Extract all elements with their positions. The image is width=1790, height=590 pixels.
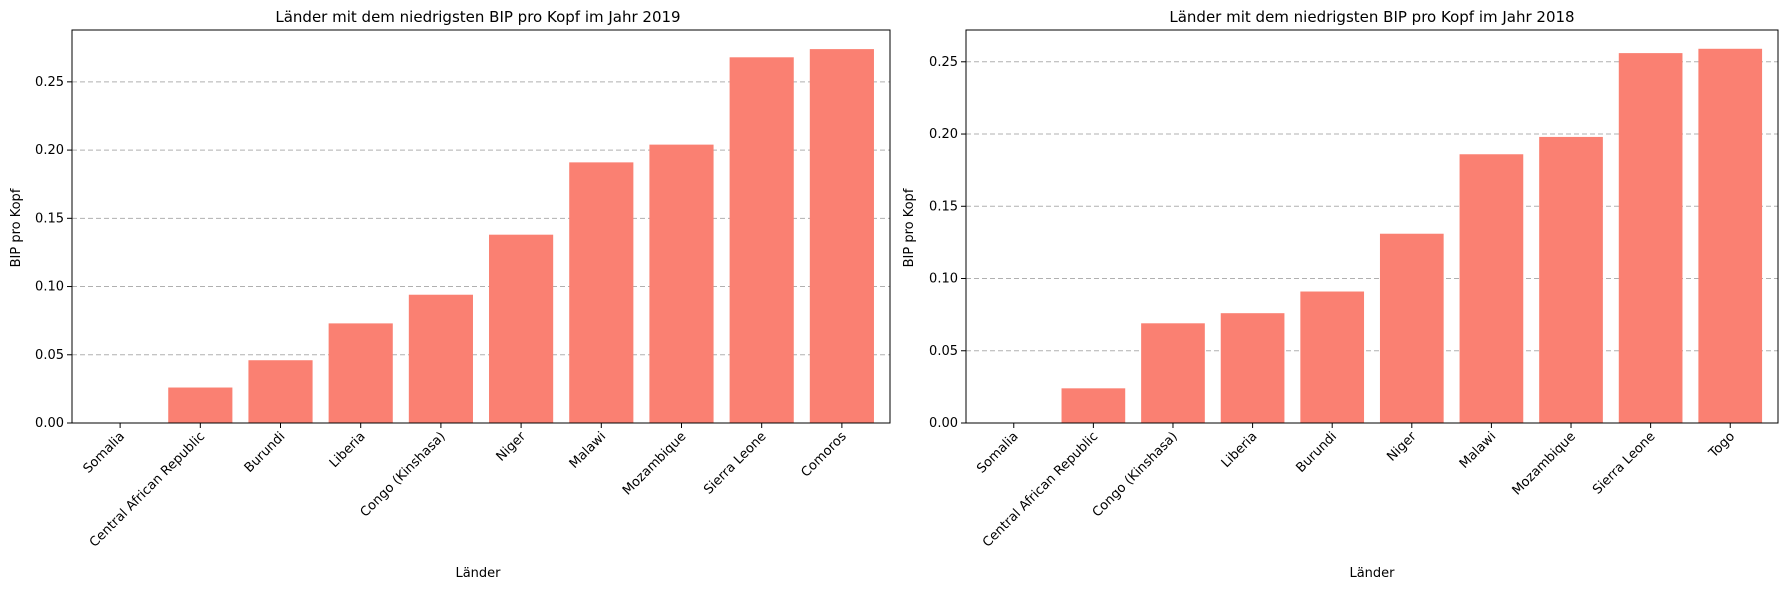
- bar-mozambique: [649, 144, 714, 423]
- x-tick-label: Congo (Kinshasa): [358, 429, 449, 520]
- y-tick-label: 0.25: [35, 75, 64, 90]
- bar-niger: [489, 234, 554, 423]
- x-tick-label: Comoros: [798, 429, 849, 480]
- bar-niger: [1379, 233, 1444, 423]
- x-tick-label: Somalia: [974, 429, 1021, 476]
- bar-liberia: [328, 323, 393, 423]
- bar-congo-kinshasa-: [1141, 323, 1205, 423]
- x-tick-label: Burundi: [1293, 429, 1340, 476]
- bar-liberia: [1220, 313, 1285, 423]
- bar-malawi: [1459, 154, 1524, 423]
- x-axis-label: Länder: [455, 566, 501, 581]
- x-tick-label: Congo (Kinshasa): [1090, 429, 1181, 520]
- plot-frame: [71, 29, 891, 424]
- x-tick-label: Sierra Leone: [701, 429, 769, 497]
- x-tick-label: Niger: [1384, 429, 1420, 465]
- x-tick-label: Liberia: [1219, 429, 1261, 471]
- bar-burundi: [248, 360, 313, 423]
- x-axis-label: Länder: [1349, 566, 1395, 581]
- y-tick-label: 0.20: [929, 127, 958, 142]
- x-tick-label: Malawi: [1457, 429, 1499, 471]
- chart-title: Länder mit dem niedrigsten BIP pro Kopf …: [1169, 8, 1574, 26]
- y-tick-label: 0.15: [929, 199, 958, 214]
- x-tick-label: Malawi: [567, 429, 609, 471]
- bar-togo: [1698, 48, 1763, 424]
- y-tick-label: 0.20: [35, 143, 64, 158]
- bar-sierra-leone: [1618, 53, 1683, 423]
- y-tick-label: 0.15: [35, 211, 64, 226]
- bar-central-african-republic: [1061, 388, 1126, 423]
- chart-title: Länder mit dem niedrigsten BIP pro Kopf …: [275, 8, 680, 26]
- bar-mozambique: [1539, 136, 1603, 423]
- x-tick-label: Liberia: [327, 429, 369, 471]
- y-axis-label: BIP pro Kopf: [902, 188, 917, 267]
- x-tick-label: Niger: [494, 429, 530, 465]
- y-tick-label: 0.10: [929, 272, 958, 287]
- bar-malawi: [569, 162, 634, 424]
- bar-central-african-republic: [168, 387, 233, 423]
- x-tick-label: Mozambique: [1510, 429, 1579, 498]
- x-tick-label: Somalia: [81, 429, 128, 476]
- x-tick-label: Mozambique: [620, 429, 689, 498]
- bar-sierra-leone: [729, 57, 794, 424]
- x-tick-label: Togo: [1706, 429, 1738, 461]
- y-tick-label: 0.00: [35, 416, 64, 431]
- bar-congo-kinshasa-: [408, 294, 473, 423]
- plot-frame: [965, 29, 1779, 424]
- y-tick-label: 0.05: [35, 348, 64, 363]
- x-tick-label: Burundi: [242, 429, 289, 476]
- x-tick-label: Sierra Leone: [1590, 429, 1658, 497]
- chart-2018: Länder mit dem niedrigsten BIP pro Kopf …: [902, 8, 1779, 581]
- y-axis-label: BIP pro Kopf: [9, 188, 24, 267]
- y-tick-label: 0.05: [929, 344, 958, 359]
- bar-burundi: [1300, 291, 1365, 423]
- y-tick-label: 0.25: [929, 55, 958, 70]
- bar-comoros: [809, 49, 874, 424]
- chart-2019: Länder mit dem niedrigsten BIP pro Kopf …: [9, 8, 891, 581]
- y-tick-label: 0.10: [35, 280, 64, 295]
- y-tick-label: 0.00: [929, 416, 958, 431]
